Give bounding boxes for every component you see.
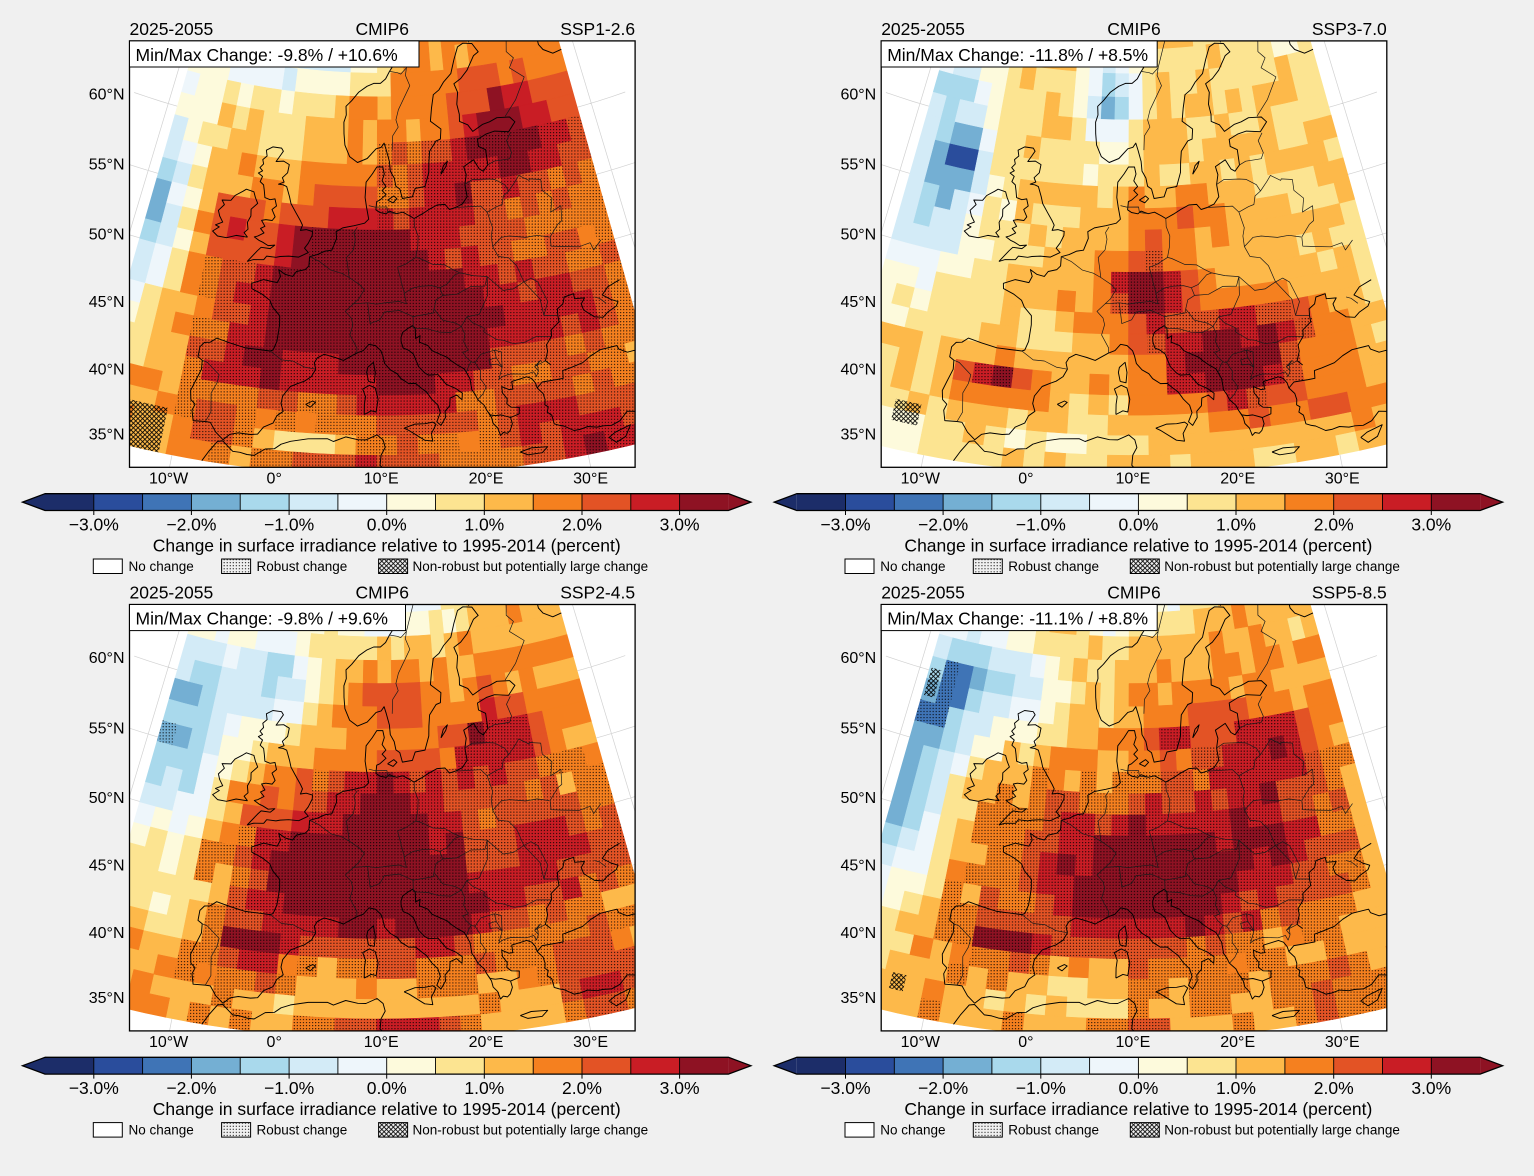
svg-text:CMIP6: CMIP6 (356, 583, 409, 603)
svg-text:SSP2-4.5: SSP2-4.5 (560, 583, 635, 603)
svg-text:CMIP6: CMIP6 (1107, 583, 1160, 603)
svg-text:Min/Max Change: -9.8% / +10.6%: Min/Max Change: -9.8% / +10.6% (136, 45, 398, 65)
svg-text:2025-2055: 2025-2055 (881, 19, 965, 39)
svg-text:SSP5-8.5: SSP5-8.5 (1312, 583, 1387, 603)
svg-text:Min/Max Change: -9.8% / +9.6%: Min/Max Change: -9.8% / +9.6% (136, 609, 388, 629)
svg-text:SSP3-7.0: SSP3-7.0 (1312, 19, 1387, 39)
svg-text:2025-2055: 2025-2055 (881, 583, 965, 603)
svg-text:Min/Max Change: -11.8% / +8.5%: Min/Max Change: -11.8% / +8.5% (887, 45, 1148, 65)
svg-text:2025-2055: 2025-2055 (130, 583, 214, 603)
svg-text:2025-2055: 2025-2055 (130, 19, 214, 39)
svg-text:Min/Max Change: -11.1% / +8.8%: Min/Max Change: -11.1% / +8.8% (887, 609, 1148, 629)
svg-text:SSP1-2.6: SSP1-2.6 (560, 19, 635, 39)
svg-text:CMIP6: CMIP6 (356, 19, 409, 39)
svg-text:CMIP6: CMIP6 (1107, 19, 1160, 39)
